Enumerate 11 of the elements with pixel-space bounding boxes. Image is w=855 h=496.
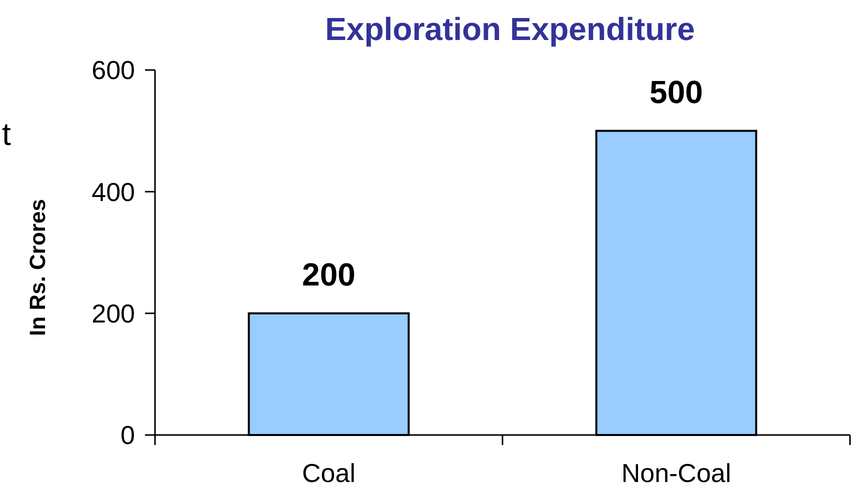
y-tick-label: 200 (92, 298, 135, 328)
x-tick-label: Coal (302, 458, 356, 488)
data-label: 200 (302, 256, 356, 292)
text: t (2, 116, 11, 152)
y-tick-label: 0 (120, 420, 135, 450)
x-tick-label: Non-Coal (621, 458, 732, 488)
chart-title: Exploration Expenditure (325, 11, 695, 47)
data-label: 500 (650, 74, 703, 110)
y-tick-label: 600 (92, 55, 135, 86)
y-axis-title: In Rs. Crores (25, 199, 50, 336)
y-tick-label: 400 (92, 176, 135, 207)
